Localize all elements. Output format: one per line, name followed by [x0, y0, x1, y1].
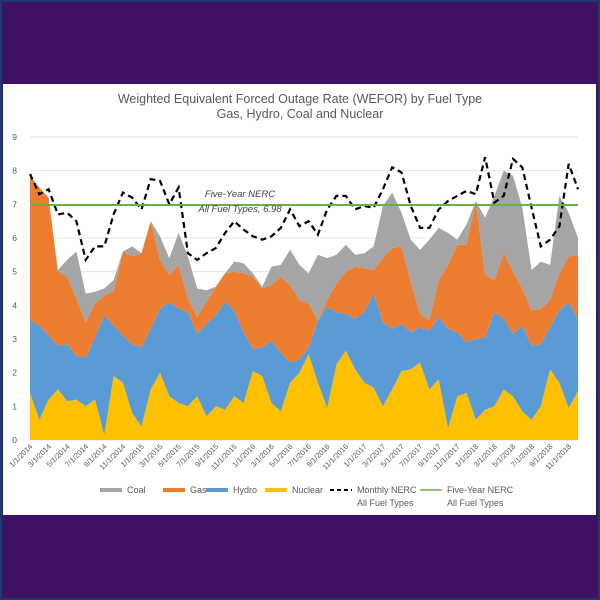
- legend-label2-fiveyear: All Fuel Types: [447, 498, 504, 508]
- legend-swatch-gas: [163, 488, 185, 492]
- legend-swatch-nuclear: [265, 488, 287, 492]
- legend-label-coal: Coal: [127, 485, 146, 495]
- area-hydro: [30, 293, 578, 435]
- y-tick-label: 1: [12, 401, 17, 411]
- legend-swatch-hydro: [206, 488, 228, 492]
- y-tick-label: 3: [12, 334, 17, 344]
- legend-item-hydro: Hydro: [206, 485, 257, 495]
- legend-item-fiveyear: Five-Year NERC All Fuel Types: [420, 485, 514, 508]
- annotation: Five-Year NERC All Fuel Types, 6.98: [197, 189, 282, 215]
- legend-label-hydro: Hydro: [233, 485, 257, 495]
- legend: Coal Gas Hydro Nuclear Monthly NERC All Fuel …: [100, 485, 514, 508]
- legend-label2-monthly: All Fuel Types: [357, 498, 414, 508]
- legend-label-gas: Gas: [190, 485, 207, 495]
- annotation-line1: Five-Year NERC: [205, 189, 275, 200]
- chart-subtitle: Gas, Hydro, Coal and Nuclear: [217, 107, 384, 121]
- y-tick-label: 9: [12, 132, 17, 142]
- y-tick-label: 5: [12, 267, 17, 277]
- stacked-areas: [30, 170, 578, 440]
- y-tick-label: 0: [12, 435, 17, 445]
- area-coal: [30, 170, 578, 323]
- legend-label-fiveyear: Five-Year NERC: [447, 485, 514, 495]
- legend-label-monthly: Monthly NERC: [357, 485, 417, 495]
- y-tick-label: 4: [12, 300, 17, 310]
- annotation-line2: All Fuel Types, 6.98: [197, 204, 282, 215]
- reference-lines: [29, 156, 580, 263]
- area-nuclear: [30, 350, 578, 440]
- legend-item-monthly: Monthly NERC All Fuel Types: [330, 485, 417, 508]
- y-tick-label: 2: [12, 368, 17, 378]
- legend-swatch-coal: [100, 488, 122, 492]
- area-gas: [30, 175, 578, 363]
- x-axis-ticks: 1/1/20143/1/20145/1/20147/1/20149/1/2014…: [7, 442, 573, 472]
- y-tick-label: 8: [12, 166, 17, 176]
- legend-label-nuclear: Nuclear: [292, 485, 323, 495]
- legend-item-coal: Coal: [100, 485, 146, 495]
- y-tick-label: 7: [12, 199, 17, 209]
- legend-item-nuclear: Nuclear: [265, 485, 323, 495]
- y-axis-ticks: 0 1 2 3 4 5 6 7 8 9: [12, 132, 17, 445]
- chart-title: Weighted Equivalent Forced Outage Rate (…: [118, 92, 482, 106]
- legend-item-gas: Gas: [163, 485, 207, 495]
- monthly-nerc-line: [29, 156, 580, 263]
- y-tick-label: 6: [12, 233, 17, 243]
